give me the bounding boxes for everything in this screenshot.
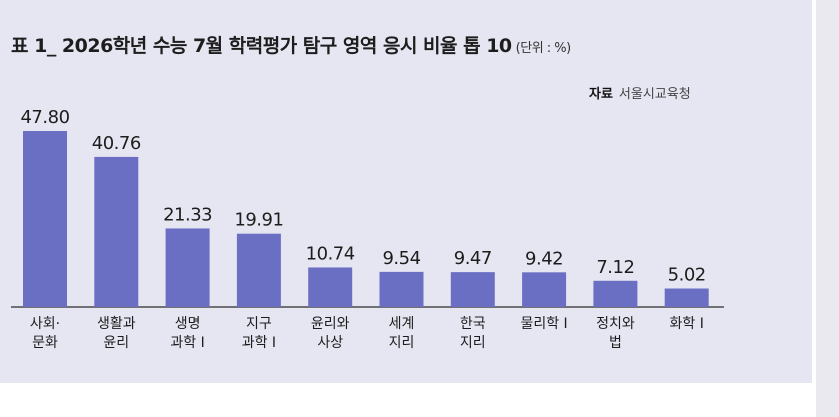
chart-title: 표 1_ 2026학년 수능 7월 학력평가 탐구 영역 응시 비율 톱 10(…: [11, 31, 571, 58]
page-divider: [812, 0, 816, 417]
data-label: 10.74: [306, 243, 355, 264]
data-label: 47.80: [20, 107, 69, 128]
source-name: 서울시교육청: [618, 87, 691, 102]
chart-title-text: 표 1_ 2026학년 수능 7월 학력평가 탐구 영역 응시 비율 톱 10: [11, 35, 512, 57]
bar: [522, 272, 567, 307]
bar: [165, 228, 210, 307]
category-label: 생명 과학 Ⅰ: [170, 316, 204, 351]
source-label: 자료: [589, 87, 613, 102]
category-label: 지구 과학 Ⅰ: [242, 316, 276, 351]
page-edge: [816, 0, 839, 417]
data-label: 7.12: [596, 257, 634, 278]
chart-unit: (단위 : %): [515, 41, 572, 56]
category-label: 생활과 윤리: [97, 316, 136, 351]
bar: [308, 267, 353, 307]
bar: [450, 272, 495, 307]
data-label: 21.33: [163, 204, 212, 225]
data-label: 40.76: [92, 133, 141, 154]
data-label: 9.42: [525, 248, 563, 269]
bar: [236, 233, 281, 307]
bar: [593, 280, 638, 307]
data-label: 9.47: [454, 248, 492, 269]
category-label: 한국 지리: [460, 316, 486, 351]
chart-source: 자료 서울시교육청: [589, 83, 691, 102]
category-label: 화학 Ⅰ: [670, 316, 704, 332]
category-label: 물리학 Ⅰ: [520, 316, 567, 332]
category-label: 사회· 문화: [30, 316, 60, 351]
data-label: 5.02: [668, 265, 706, 286]
bar: [664, 288, 709, 307]
category-label: 세계 지리: [389, 316, 415, 351]
bar: [23, 131, 67, 307]
data-label: 19.91: [234, 210, 283, 231]
category-label: 윤리와 사상: [311, 316, 350, 351]
category-label: 정치와 법: [596, 316, 635, 351]
bar: [94, 156, 139, 307]
data-label: 9.54: [382, 248, 420, 269]
bar-chart: 47.80 사회· 문화 40.76 생활과 윤리 21.33 생명 과학 Ⅰ 19.91 지구 과학…: [11, 107, 724, 351]
bar: [379, 271, 424, 307]
